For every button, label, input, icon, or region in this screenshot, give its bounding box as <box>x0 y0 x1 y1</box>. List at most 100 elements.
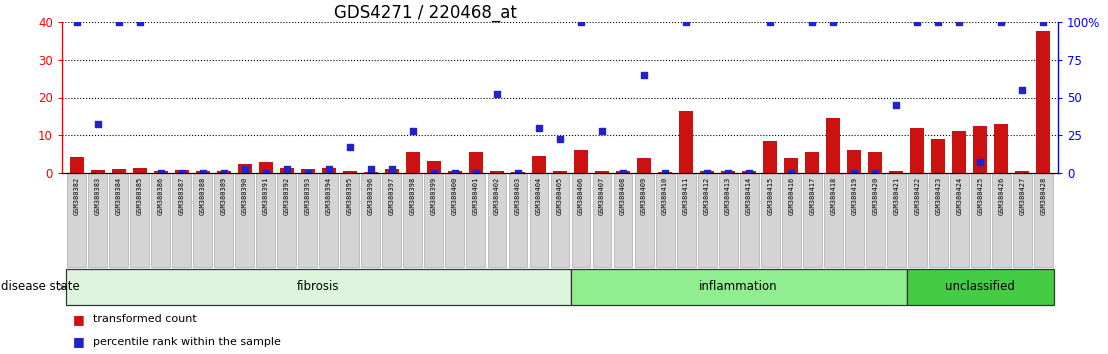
FancyBboxPatch shape <box>823 174 842 267</box>
Point <box>215 170 233 176</box>
Text: GSM380411: GSM380411 <box>683 177 689 215</box>
Point <box>593 129 611 134</box>
Text: GSM380423: GSM380423 <box>935 177 941 215</box>
Bar <box>343 171 357 173</box>
FancyBboxPatch shape <box>571 269 906 305</box>
Text: GSM380391: GSM380391 <box>263 177 269 215</box>
Point <box>719 170 737 176</box>
Point <box>131 19 148 25</box>
Bar <box>322 169 336 173</box>
FancyBboxPatch shape <box>907 174 926 267</box>
FancyBboxPatch shape <box>382 174 401 267</box>
Text: GSM380417: GSM380417 <box>809 177 815 215</box>
Text: GSM380388: GSM380388 <box>199 177 206 215</box>
Text: GSM380420: GSM380420 <box>872 177 879 215</box>
Point <box>993 19 1010 25</box>
Text: ■: ■ <box>73 313 85 326</box>
Text: GSM380418: GSM380418 <box>830 177 837 215</box>
Bar <box>637 158 650 173</box>
FancyBboxPatch shape <box>445 174 464 267</box>
Point <box>614 170 632 176</box>
Bar <box>1015 171 1029 173</box>
Point <box>972 159 989 165</box>
Text: GSM380413: GSM380413 <box>725 177 731 215</box>
Bar <box>742 171 756 173</box>
Text: GSM380382: GSM380382 <box>74 177 80 215</box>
Text: GSM380419: GSM380419 <box>851 177 858 215</box>
Point <box>341 144 359 149</box>
Text: GSM380383: GSM380383 <box>94 177 101 215</box>
Point <box>951 19 968 25</box>
Bar <box>679 111 692 173</box>
Bar <box>175 170 188 173</box>
Point <box>236 166 254 172</box>
Text: GSM380393: GSM380393 <box>305 177 311 215</box>
Bar <box>448 171 462 173</box>
Text: ■: ■ <box>73 336 85 348</box>
Point <box>447 170 464 176</box>
FancyBboxPatch shape <box>340 174 359 267</box>
FancyBboxPatch shape <box>572 174 591 267</box>
Text: inflammation: inflammation <box>699 280 778 293</box>
FancyBboxPatch shape <box>802 174 822 267</box>
Bar <box>574 150 588 173</box>
Text: GSM380399: GSM380399 <box>431 177 437 215</box>
Point <box>278 166 296 172</box>
FancyBboxPatch shape <box>256 174 275 267</box>
Text: GSM380396: GSM380396 <box>368 177 373 215</box>
Point <box>888 102 905 108</box>
FancyBboxPatch shape <box>173 174 192 267</box>
FancyBboxPatch shape <box>865 174 884 267</box>
Point <box>909 19 926 25</box>
FancyBboxPatch shape <box>193 174 213 267</box>
Bar <box>238 164 252 173</box>
Bar <box>848 150 861 173</box>
Point <box>1014 87 1032 93</box>
Point <box>299 170 317 176</box>
Text: GSM380406: GSM380406 <box>578 177 584 215</box>
Bar <box>658 172 671 173</box>
Bar <box>827 118 840 173</box>
Text: GSM380395: GSM380395 <box>347 177 352 215</box>
FancyBboxPatch shape <box>906 269 1054 305</box>
Bar <box>974 126 987 173</box>
FancyBboxPatch shape <box>677 174 696 267</box>
Bar <box>112 169 125 173</box>
FancyBboxPatch shape <box>319 174 338 267</box>
Point <box>1035 19 1053 25</box>
FancyBboxPatch shape <box>886 174 905 267</box>
Bar <box>91 170 104 173</box>
Point <box>152 170 170 176</box>
Point <box>320 166 338 172</box>
Text: GSM380425: GSM380425 <box>977 177 983 215</box>
FancyBboxPatch shape <box>593 174 612 267</box>
FancyBboxPatch shape <box>1013 174 1032 267</box>
Point <box>173 170 191 176</box>
FancyBboxPatch shape <box>929 174 947 267</box>
Text: GSM380415: GSM380415 <box>767 177 773 215</box>
Bar <box>953 131 966 173</box>
FancyBboxPatch shape <box>950 174 968 267</box>
Point <box>845 170 863 176</box>
Text: GSM380421: GSM380421 <box>893 177 900 215</box>
Bar <box>532 156 546 173</box>
FancyBboxPatch shape <box>1034 174 1053 267</box>
Point <box>489 91 506 97</box>
Point <box>782 170 800 176</box>
FancyBboxPatch shape <box>235 174 254 267</box>
Text: GSM380416: GSM380416 <box>788 177 794 215</box>
Bar <box>1036 32 1050 173</box>
Text: GSM380414: GSM380414 <box>746 177 752 215</box>
FancyBboxPatch shape <box>614 174 633 267</box>
FancyBboxPatch shape <box>66 269 571 305</box>
Bar <box>932 139 945 173</box>
Bar <box>869 152 882 173</box>
Text: GSM380408: GSM380408 <box>620 177 626 215</box>
Text: GSM380397: GSM380397 <box>389 177 394 215</box>
Point <box>551 136 568 142</box>
FancyBboxPatch shape <box>844 174 863 267</box>
Text: GSM380410: GSM380410 <box>663 177 668 215</box>
Point <box>740 170 758 176</box>
Bar <box>427 161 441 173</box>
FancyBboxPatch shape <box>509 174 527 267</box>
